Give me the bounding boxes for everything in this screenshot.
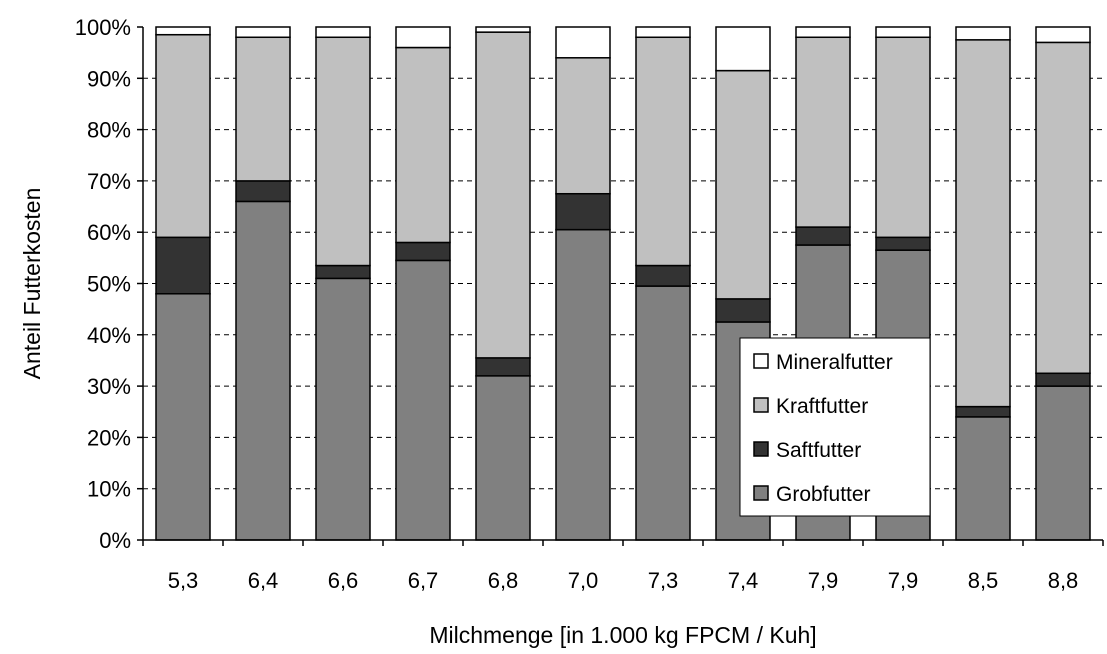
bar-segment-kraftfutter — [1035, 41, 1091, 375]
legend-label: Saftfutter — [776, 439, 861, 462]
grid-layer — [143, 77, 1103, 490]
x-tick-label: 6,8 — [488, 568, 519, 593]
bar-segment-saftfutter — [315, 264, 371, 280]
bar-segment-mineralfutter — [795, 26, 851, 39]
legend-swatch-grobfutter — [753, 485, 769, 501]
bar-segment-saftfutter — [955, 405, 1011, 418]
y-tick-label: 10% — [87, 477, 131, 502]
y-tick-label: 90% — [87, 66, 131, 91]
bar-segment-mineralfutter — [395, 26, 451, 49]
y-tick-label: 40% — [87, 323, 131, 348]
y-tick-label: 70% — [87, 169, 131, 194]
bar-segment-kraftfutter — [875, 36, 931, 239]
y-tick-label: 80% — [87, 118, 131, 143]
bar-segment-mineralfutter — [235, 26, 291, 39]
legend-swatch-kraftfutter — [753, 397, 769, 413]
legend-box — [739, 337, 931, 517]
legend-swatch-saftfutter — [753, 441, 769, 457]
x-tick-label: 7,3 — [648, 568, 679, 593]
y-tick-label: 100% — [75, 15, 131, 40]
bar-segment-mineralfutter — [875, 26, 931, 39]
bar-segment-mineralfutter — [635, 26, 691, 39]
x-tick-label: 5,3 — [168, 568, 199, 593]
bar-segment-grobfutter — [955, 416, 1011, 541]
x-tick-label: 8,5 — [968, 568, 999, 593]
bar-segment-mineralfutter — [475, 26, 531, 33]
bar-segment-mineralfutter — [155, 26, 211, 36]
x-tick-label: 7,0 — [568, 568, 599, 593]
bar-segment-saftfutter — [795, 226, 851, 246]
bar-segment-kraftfutter — [715, 69, 771, 300]
y-tick-label: 0% — [99, 528, 131, 553]
bar-segment-kraftfutter — [235, 36, 291, 182]
bar-segment-grobfutter — [635, 285, 691, 541]
bar-segment-saftfutter — [235, 180, 291, 203]
bar-segment-grobfutter — [555, 228, 611, 541]
bar-segment-kraftfutter — [955, 39, 1011, 408]
y-tick-label: 50% — [87, 272, 131, 297]
bar-segment-saftfutter — [555, 192, 611, 231]
y-axis-title: Anteil Futterkosten — [19, 188, 45, 380]
bar-segment-saftfutter — [1035, 372, 1091, 387]
legend-label: Grobfutter — [776, 483, 871, 506]
bar-segment-mineralfutter — [315, 26, 371, 39]
bar-segment-kraftfutter — [155, 33, 211, 239]
bar-segment-saftfutter — [395, 241, 451, 262]
bar-segment-grobfutter — [395, 259, 451, 541]
x-tick-label: 6,6 — [328, 568, 359, 593]
bar-segment-saftfutter — [875, 236, 931, 251]
bar-segment-grobfutter — [475, 375, 531, 541]
bar-segment-mineralfutter — [555, 26, 611, 59]
bar-segment-kraftfutter — [315, 36, 371, 267]
legend-label: Mineralfutter — [776, 351, 893, 374]
x-tick-label: 7,4 — [728, 568, 759, 593]
x-tick-label: 7,9 — [808, 568, 839, 593]
legend-label: Kraftfutter — [776, 395, 868, 418]
bar-segment-mineralfutter — [715, 26, 771, 72]
bar-segment-kraftfutter — [555, 57, 611, 195]
bar-segment-mineralfutter — [1035, 26, 1091, 44]
x-tick-label: 8,8 — [1048, 568, 1079, 593]
x-tick-label: 6,7 — [408, 568, 439, 593]
bar-segment-grobfutter — [155, 293, 211, 541]
x-tick-label: 7,9 — [888, 568, 919, 593]
axis-layer: 0% 10% 20% 30% 40% 50% 60% 70% 80% 90% 100% 5,3 6,4 6… — [75, 15, 1104, 593]
x-axis-title: Milchmenge [in 1.000 kg FPCM / Kuh] — [429, 622, 816, 648]
bar-segment-saftfutter — [155, 236, 211, 295]
x-tick-label: 6,4 — [248, 568, 279, 593]
bar-segment-kraftfutter — [635, 36, 691, 267]
y-tick-label: 20% — [87, 425, 131, 450]
bar-segment-kraftfutter — [395, 46, 451, 244]
y-tick-label: 30% — [87, 374, 131, 399]
bar-segment-kraftfutter — [475, 31, 531, 359]
bar-segment-saftfutter — [635, 264, 691, 287]
y-tick-label: 60% — [87, 220, 131, 245]
legend-swatch-mineralfutter — [753, 353, 769, 369]
bar-segment-saftfutter — [475, 357, 531, 377]
bar-segment-grobfutter — [315, 277, 371, 541]
bar-segment-mineralfutter — [955, 26, 1011, 41]
bar-segment-grobfutter — [235, 200, 291, 541]
bar-segment-kraftfutter — [795, 36, 851, 228]
bar-segment-grobfutter — [1035, 385, 1091, 541]
bar-segment-saftfutter — [715, 298, 771, 323]
legend: Mineralfutter Kraftfutter Saftfutter Grobfu… — [739, 337, 931, 517]
